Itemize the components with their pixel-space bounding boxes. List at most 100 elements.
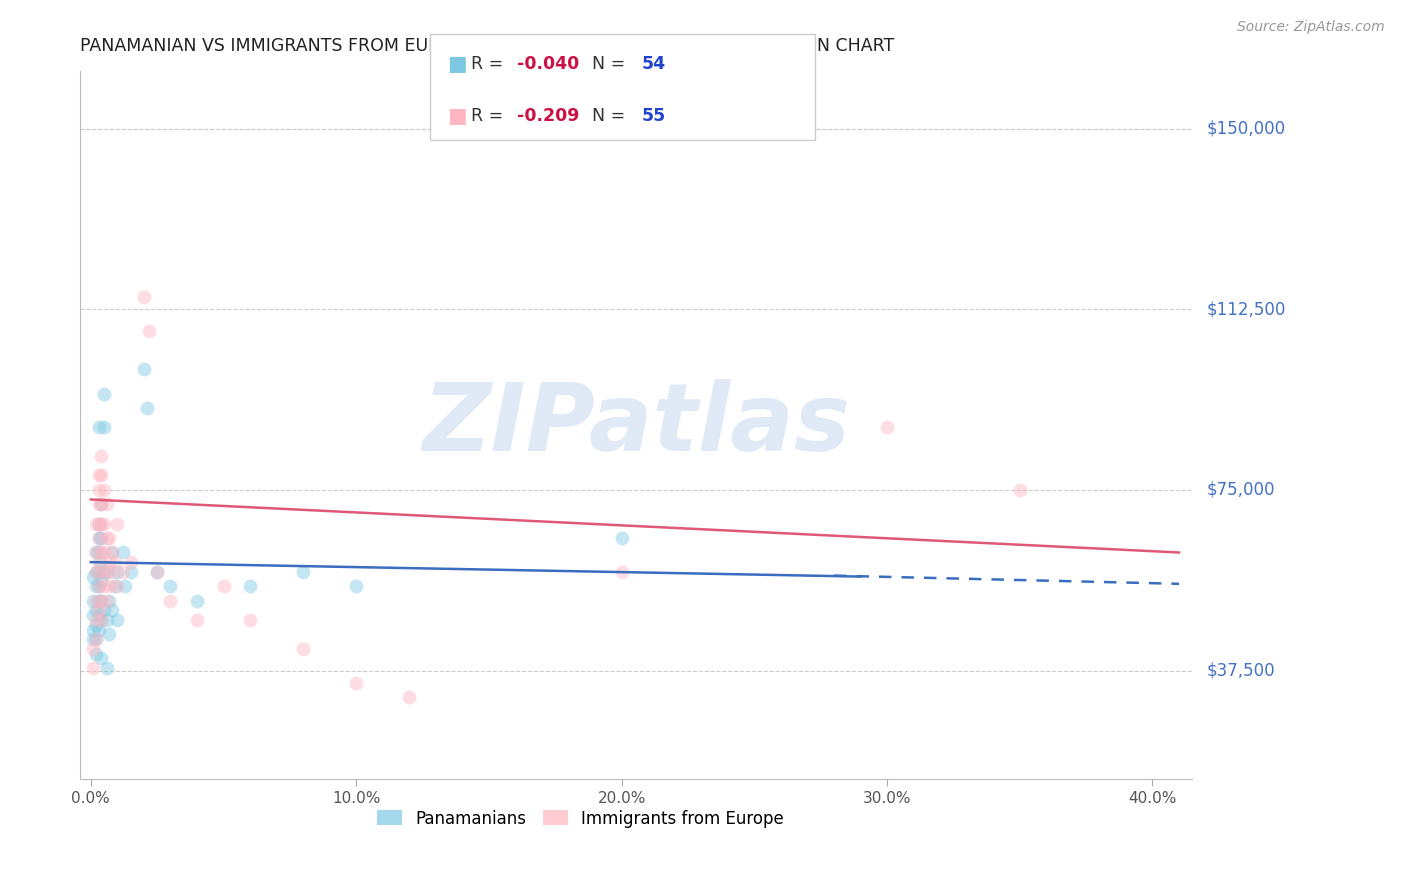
Point [90,545,112,559]
Point [90,593,112,607]
Point [87,468,110,483]
Point [96,497,118,511]
Point [87,555,110,569]
Point [87,516,110,531]
Point [87,516,110,531]
Point [87,497,110,511]
Text: $37,500: $37,500 [1206,662,1275,680]
Point [90,449,112,463]
Point [239,579,262,593]
Point [84,545,107,559]
Point [96,565,118,579]
Point [98,555,121,569]
Point [93,483,115,497]
Point [90,593,112,607]
Text: N =: N = [581,55,630,73]
Point [84,565,107,579]
Point [186,593,208,607]
Point [93,516,115,531]
Point [90,613,112,627]
Point [114,579,136,593]
Point [876,420,898,434]
Point [120,565,142,579]
Point [96,661,118,675]
Point [84,613,107,627]
Point [159,579,181,593]
Text: Source: ZipAtlas.com: Source: ZipAtlas.com [1237,20,1385,34]
Text: N =: N = [581,107,630,125]
Point [90,468,112,483]
Point [132,362,155,376]
Point [84,593,107,607]
Point [98,579,121,593]
Text: PANAMANIAN VS IMMIGRANTS FROM EUROPE MEDIAN MALE EARNINGS CORRELATION CHART: PANAMANIAN VS IMMIGRANTS FROM EUROPE MED… [80,37,894,55]
Point [398,690,420,704]
Point [87,593,110,607]
Point [87,531,110,545]
Point [84,617,107,632]
Point [93,545,115,559]
Point [120,555,142,569]
Point [87,608,110,623]
Point [87,483,110,497]
Point [93,603,115,617]
Point [87,420,110,434]
Point [90,516,112,531]
Point [101,603,124,617]
Point [90,497,112,511]
Text: -0.040: -0.040 [517,55,579,73]
Point [105,565,128,579]
Point [101,545,124,559]
Point [146,565,169,579]
Point [610,565,633,579]
Point [610,531,633,545]
Point [90,531,112,545]
Text: 54: 54 [641,55,665,73]
Point [87,603,110,617]
Point [344,579,367,593]
Text: ■: ■ [447,105,467,126]
Point [93,386,115,401]
Text: -0.209: -0.209 [517,107,579,125]
Point [90,565,112,579]
Point [87,579,110,593]
Point [212,579,235,593]
Point [292,565,315,579]
Point [87,579,110,593]
Point [82,593,104,607]
Point [186,613,208,627]
Point [82,608,104,623]
Point [90,555,112,569]
Point [87,545,110,559]
Point [82,641,104,656]
Point [132,290,155,304]
Point [84,545,107,559]
Point [105,516,128,531]
Point [105,613,128,627]
Point [292,641,315,656]
Text: ZIPatlas: ZIPatlas [422,379,851,471]
Point [111,545,134,559]
Text: 55: 55 [641,107,665,125]
Point [90,497,112,511]
Text: ■: ■ [447,54,467,74]
Point [90,651,112,665]
Point [82,623,104,637]
Point [104,579,127,593]
Point [82,569,104,583]
Text: R =: R = [471,107,509,125]
Point [111,565,134,579]
Legend: Panamanians, Immigrants from Europe: Panamanians, Immigrants from Europe [370,803,790,834]
Point [98,593,121,607]
Point [101,545,124,559]
Point [87,565,110,579]
Point [96,565,118,579]
Point [84,603,107,617]
Point [93,579,115,593]
Point [96,531,118,545]
Point [84,632,107,647]
Point [82,661,104,675]
Point [104,555,127,569]
Point [344,675,367,690]
Point [98,627,121,641]
